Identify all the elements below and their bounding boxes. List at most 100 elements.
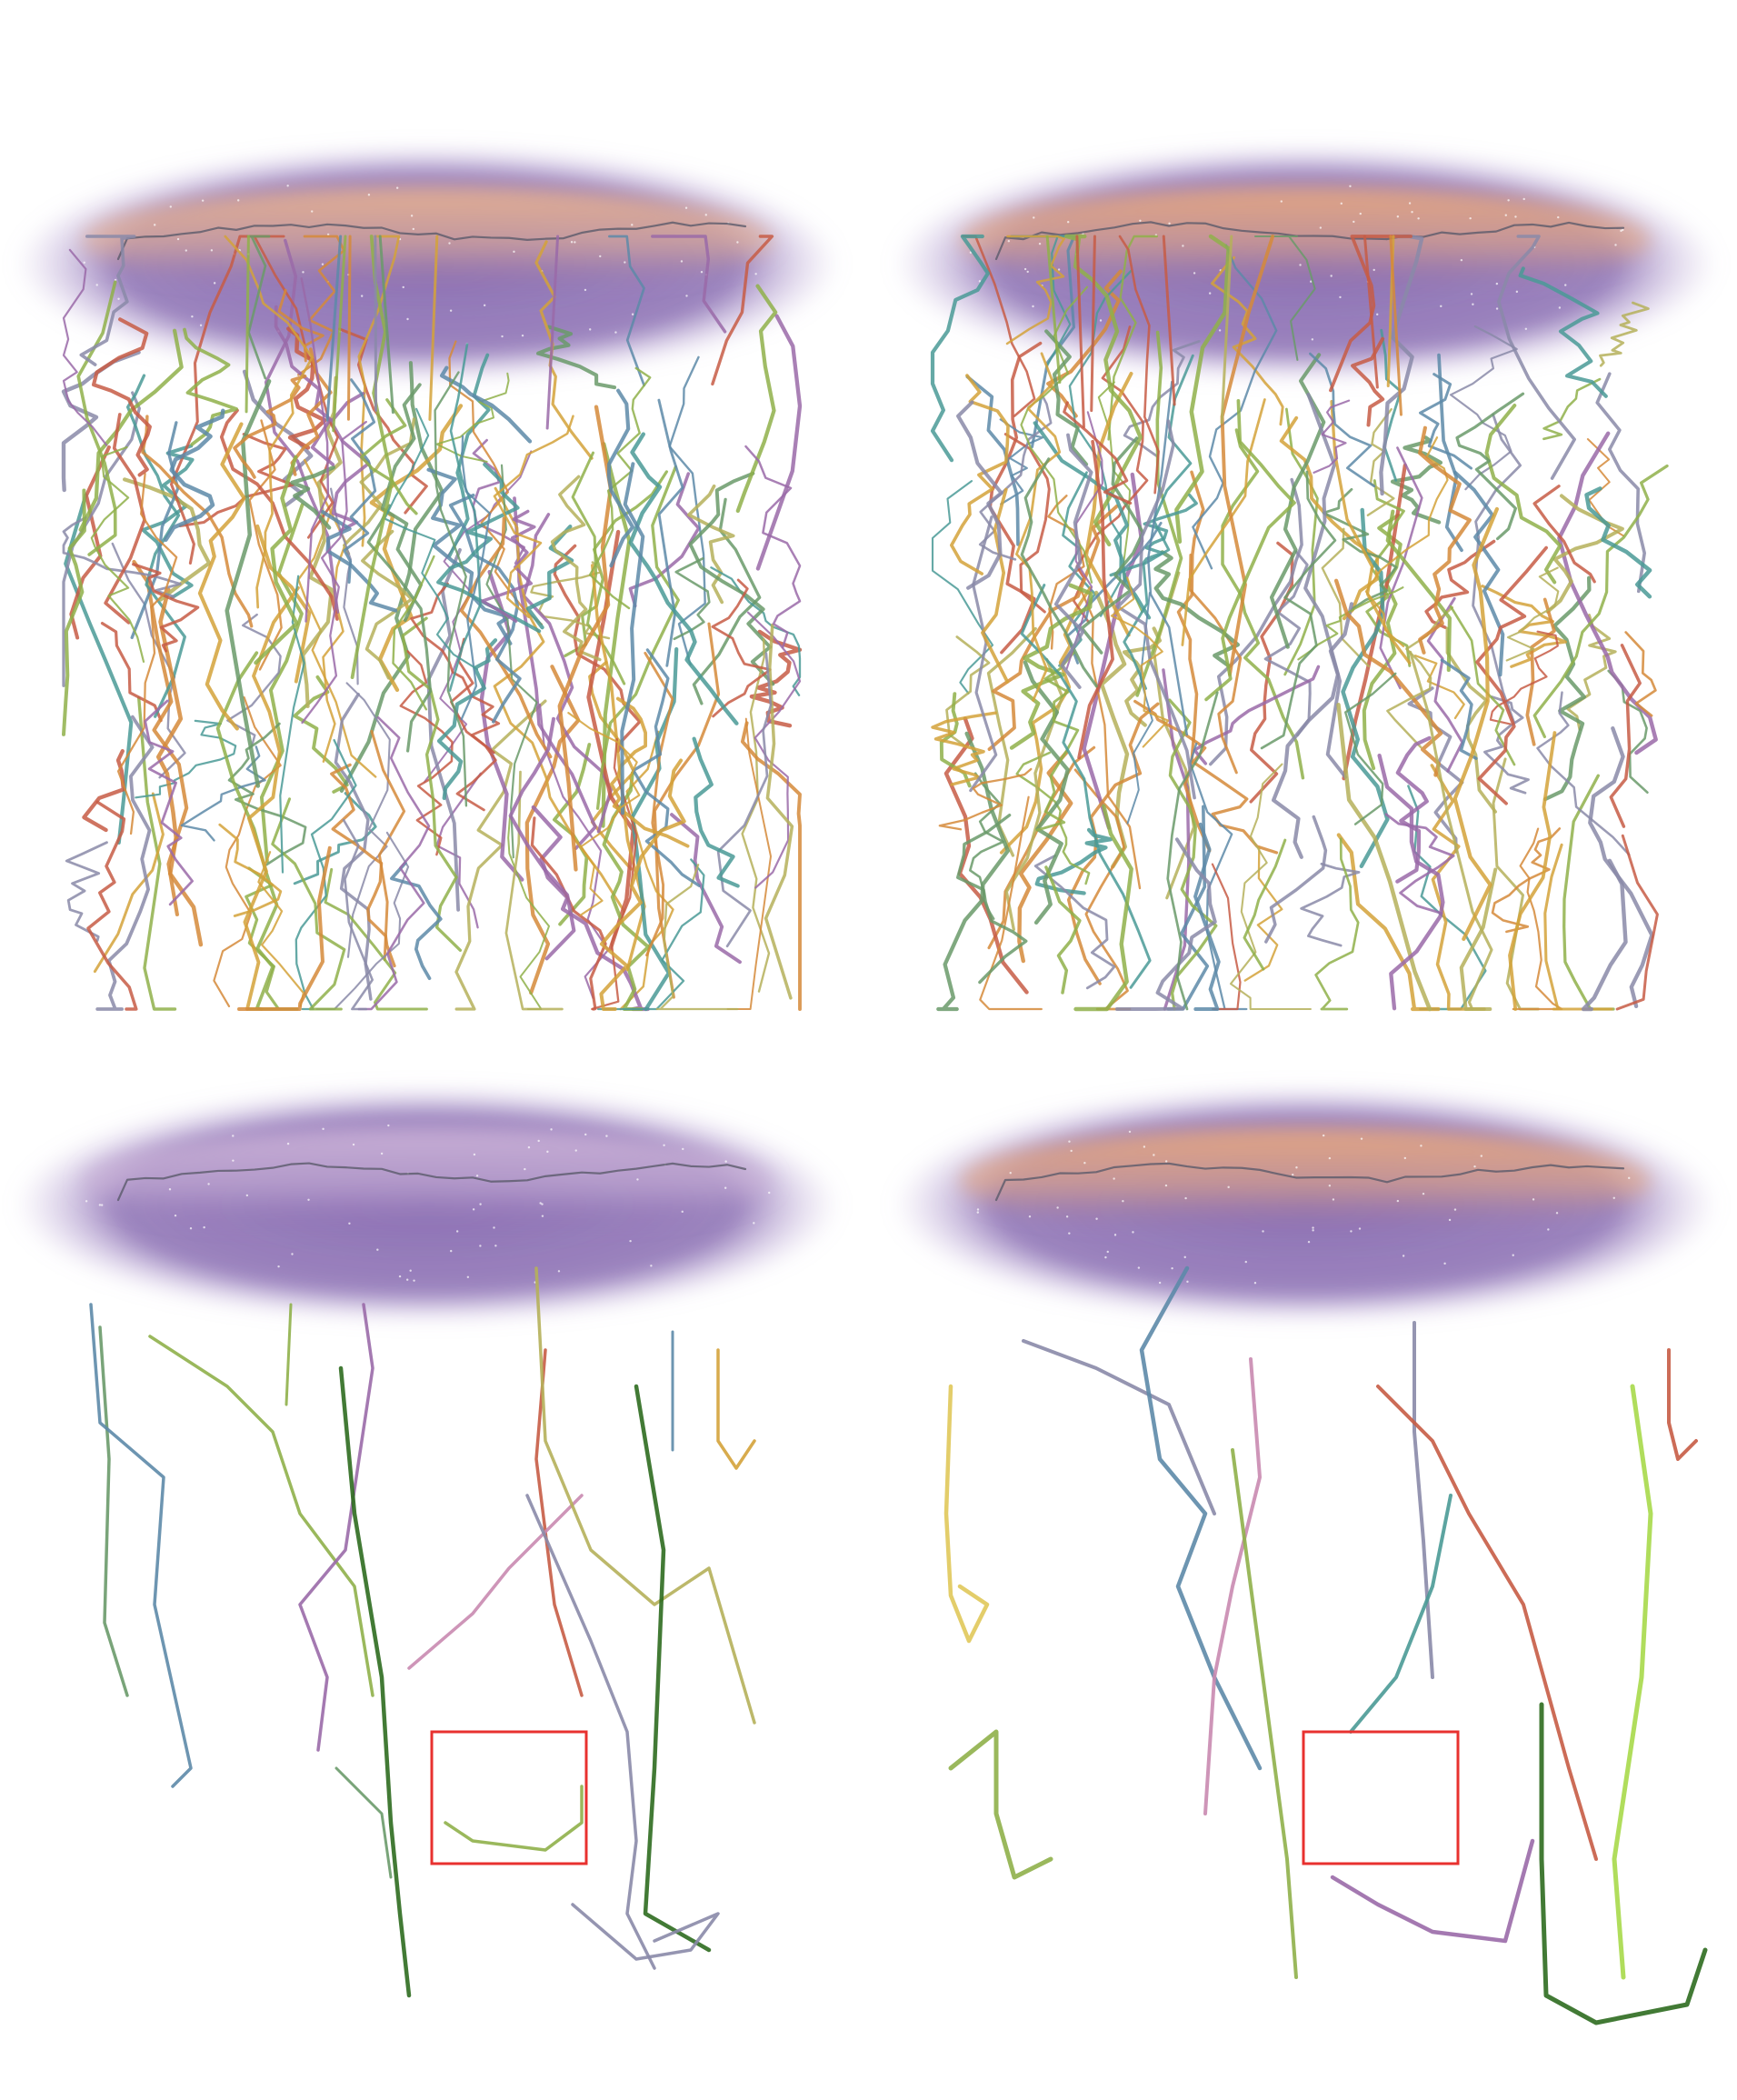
neuron-trace bbox=[1512, 827, 1563, 1011]
neuron-trace bbox=[545, 235, 560, 430]
neuron-trace bbox=[1146, 380, 1189, 736]
halo-speckle bbox=[1558, 306, 1562, 309]
neuron-trace bbox=[98, 1325, 129, 1697]
neuron-trace bbox=[257, 851, 304, 1007]
halo-speckle bbox=[185, 249, 187, 252]
neuron-trace bbox=[1483, 695, 1530, 795]
neuron-trace bbox=[82, 749, 125, 833]
neuron-trace bbox=[716, 1348, 756, 1470]
halo-speckle bbox=[1139, 219, 1142, 222]
neuron-trace bbox=[1162, 235, 1176, 406]
neuron-trace bbox=[586, 529, 635, 951]
halo-speckle bbox=[232, 1135, 235, 1137]
halo-speckle bbox=[286, 1142, 290, 1145]
halo-speckle bbox=[684, 206, 688, 209]
neuron-trace bbox=[1330, 1838, 1535, 1944]
halo-speckle bbox=[1307, 1240, 1311, 1244]
neuron-trace bbox=[1133, 699, 1279, 855]
halo-speckle bbox=[1453, 1208, 1457, 1211]
halo-speckle bbox=[1495, 307, 1499, 310]
neuron-trace bbox=[392, 555, 435, 711]
neuron-trace bbox=[459, 516, 553, 759]
neuron-trace bbox=[448, 494, 522, 724]
halo-speckle bbox=[501, 335, 504, 338]
halo-speckle bbox=[1564, 284, 1567, 286]
halo-speckle bbox=[1515, 290, 1519, 294]
neuron-trace bbox=[1192, 244, 1278, 570]
neuron-trace bbox=[1034, 827, 1113, 895]
halo-speckle bbox=[1512, 1254, 1514, 1256]
halo-speckle bbox=[700, 271, 704, 274]
neuron-trace bbox=[95, 715, 155, 1011]
neuron-trace bbox=[426, 548, 462, 912]
neuron-trace bbox=[255, 524, 312, 684]
neuron-trace bbox=[1609, 644, 1642, 828]
halo-speckle bbox=[1522, 197, 1525, 201]
neuron-trace bbox=[342, 818, 374, 1011]
halo-speckle bbox=[207, 1183, 210, 1185]
neuron-trace bbox=[1260, 470, 1337, 750]
halo-speckle bbox=[1440, 305, 1443, 308]
neuron-trace bbox=[374, 235, 378, 412]
panel-top-right bbox=[869, 0, 1737, 1050]
neuron-trace bbox=[634, 1384, 712, 1953]
neuron-trace bbox=[1231, 1448, 1298, 1979]
cell-body-layer bbox=[960, 1127, 1651, 1236]
neuron-trace bbox=[183, 327, 238, 446]
panel-bottom-left bbox=[0, 1050, 868, 2100]
neuron-trace bbox=[1209, 477, 1303, 766]
neuron-trace bbox=[1020, 584, 1152, 989]
neuron-trace bbox=[956, 814, 1028, 985]
neuron-trace bbox=[1379, 446, 1423, 690]
neuron-trace bbox=[522, 513, 613, 834]
halo-speckle bbox=[493, 1226, 495, 1229]
halo-speckle bbox=[541, 1203, 544, 1205]
highlight-box bbox=[430, 1730, 588, 1865]
halo-speckle bbox=[631, 313, 634, 315]
neuron-trace bbox=[357, 716, 431, 1011]
neuron-trace bbox=[1211, 255, 1284, 426]
neuron-trace bbox=[290, 465, 335, 530]
neuron-trace bbox=[1118, 235, 1160, 495]
neuron-trace bbox=[1362, 513, 1403, 771]
neuron-trace bbox=[300, 277, 330, 623]
neuron-trace bbox=[965, 375, 1020, 546]
neuron-trace bbox=[1003, 433, 1051, 614]
halo-speckle bbox=[199, 324, 203, 327]
neuron-trace bbox=[1162, 668, 1191, 1011]
halo-speckle bbox=[704, 214, 707, 216]
halo-speckle bbox=[352, 1143, 355, 1146]
halo-speckle bbox=[95, 284, 98, 286]
halo-speckle bbox=[1143, 1145, 1146, 1148]
neuron-trace bbox=[324, 867, 428, 1011]
halo-speckle bbox=[1310, 280, 1313, 283]
neuron-trace bbox=[1344, 672, 1397, 825]
neuron-trace bbox=[1047, 495, 1085, 650]
neuron-trace bbox=[1193, 822, 1221, 1011]
halo-speckle bbox=[201, 199, 205, 202]
halo-speckle bbox=[753, 1222, 755, 1225]
neuron-trace bbox=[1022, 1339, 1216, 1515]
halo-speckle bbox=[448, 242, 451, 245]
halo-speckle bbox=[1408, 202, 1412, 205]
halo-speckle bbox=[1495, 282, 1499, 285]
halo-speckle bbox=[584, 1133, 587, 1136]
neuron-trace bbox=[399, 650, 454, 856]
neuron-trace bbox=[1126, 592, 1153, 825]
neuron-trace bbox=[1545, 494, 1624, 614]
neuron-trace bbox=[248, 419, 283, 671]
neuron-trace bbox=[1379, 234, 1424, 496]
neuron-trace bbox=[135, 719, 237, 799]
neuron-trace bbox=[931, 711, 997, 786]
halo-speckle bbox=[1612, 1196, 1615, 1199]
neuron-trace bbox=[599, 758, 686, 1011]
halo-speckle bbox=[236, 199, 240, 202]
halo-speckle bbox=[409, 1269, 412, 1272]
halo-speckle bbox=[1319, 226, 1323, 229]
neuron-trace bbox=[692, 497, 762, 705]
neuron-trace bbox=[1053, 433, 1093, 689]
neuron-trace bbox=[65, 841, 108, 942]
neuron-trace bbox=[632, 648, 701, 887]
halo-speckle bbox=[978, 280, 982, 283]
neuron-trace bbox=[1321, 527, 1370, 667]
